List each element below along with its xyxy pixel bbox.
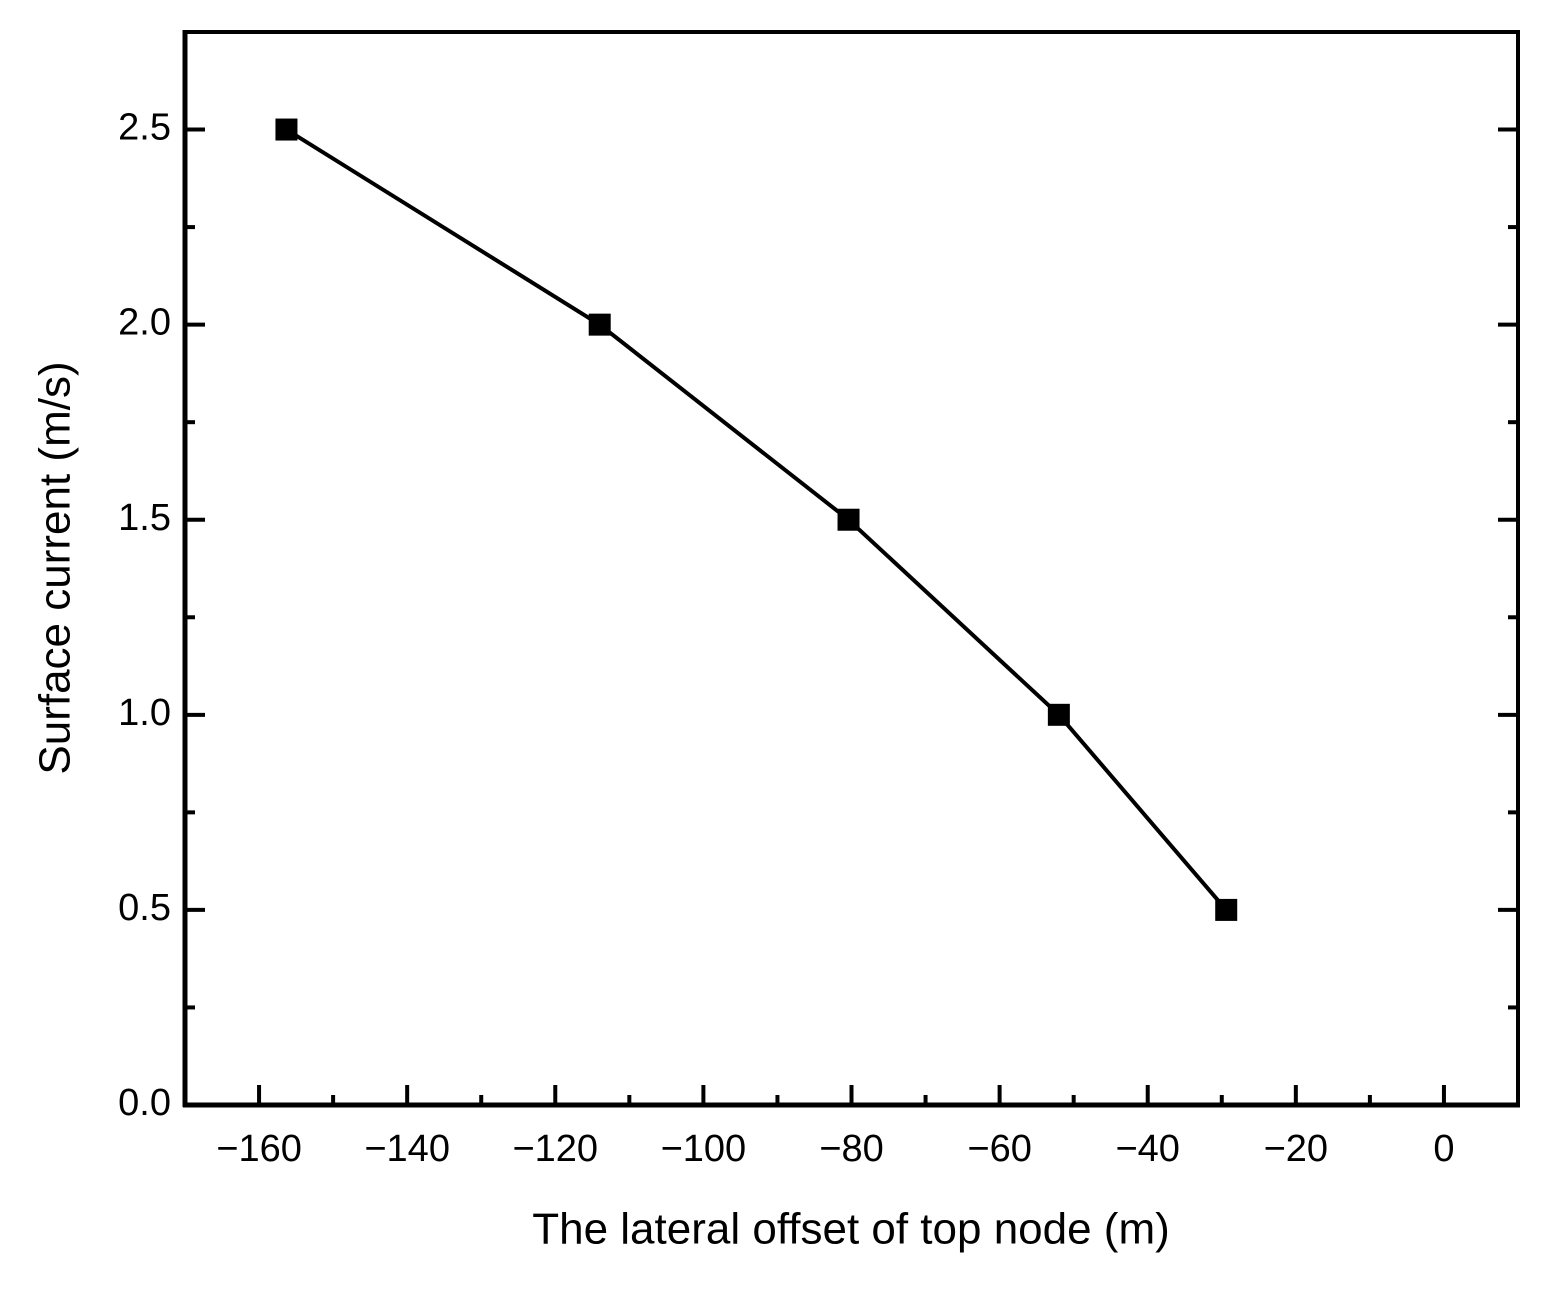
- y-tick-label: 1.5: [118, 497, 171, 539]
- x-axis-title: The lateral offset of top node (m): [532, 1205, 1170, 1254]
- data-point: [275, 118, 298, 141]
- x-tick-label: −60: [967, 1128, 1031, 1170]
- y-tick-label: 0.5: [118, 887, 171, 929]
- y-axis-title: Surface current (m/s): [31, 361, 80, 774]
- x-tick-label: −100: [661, 1128, 747, 1170]
- y-tick-label: 2.5: [118, 107, 171, 149]
- x-tick-label: 0: [1433, 1128, 1454, 1170]
- data-line: [285, 127, 1228, 912]
- x-tick-label: −140: [364, 1128, 450, 1170]
- x-tick-label: −20: [1264, 1128, 1328, 1170]
- data-point: [1047, 703, 1070, 726]
- data-point: [588, 313, 611, 336]
- x-tick-label: −40: [1115, 1128, 1179, 1170]
- data-point: [1215, 898, 1238, 921]
- x-tick-label: −80: [819, 1128, 883, 1170]
- y-tick-label: 2.0: [118, 302, 171, 344]
- data-point: [837, 508, 860, 531]
- y-tick-label: 0.0: [118, 1082, 171, 1124]
- y-tick-label: 1.0: [118, 692, 171, 734]
- x-tick-label: −120: [512, 1128, 598, 1170]
- x-tick-label: −160: [216, 1128, 302, 1170]
